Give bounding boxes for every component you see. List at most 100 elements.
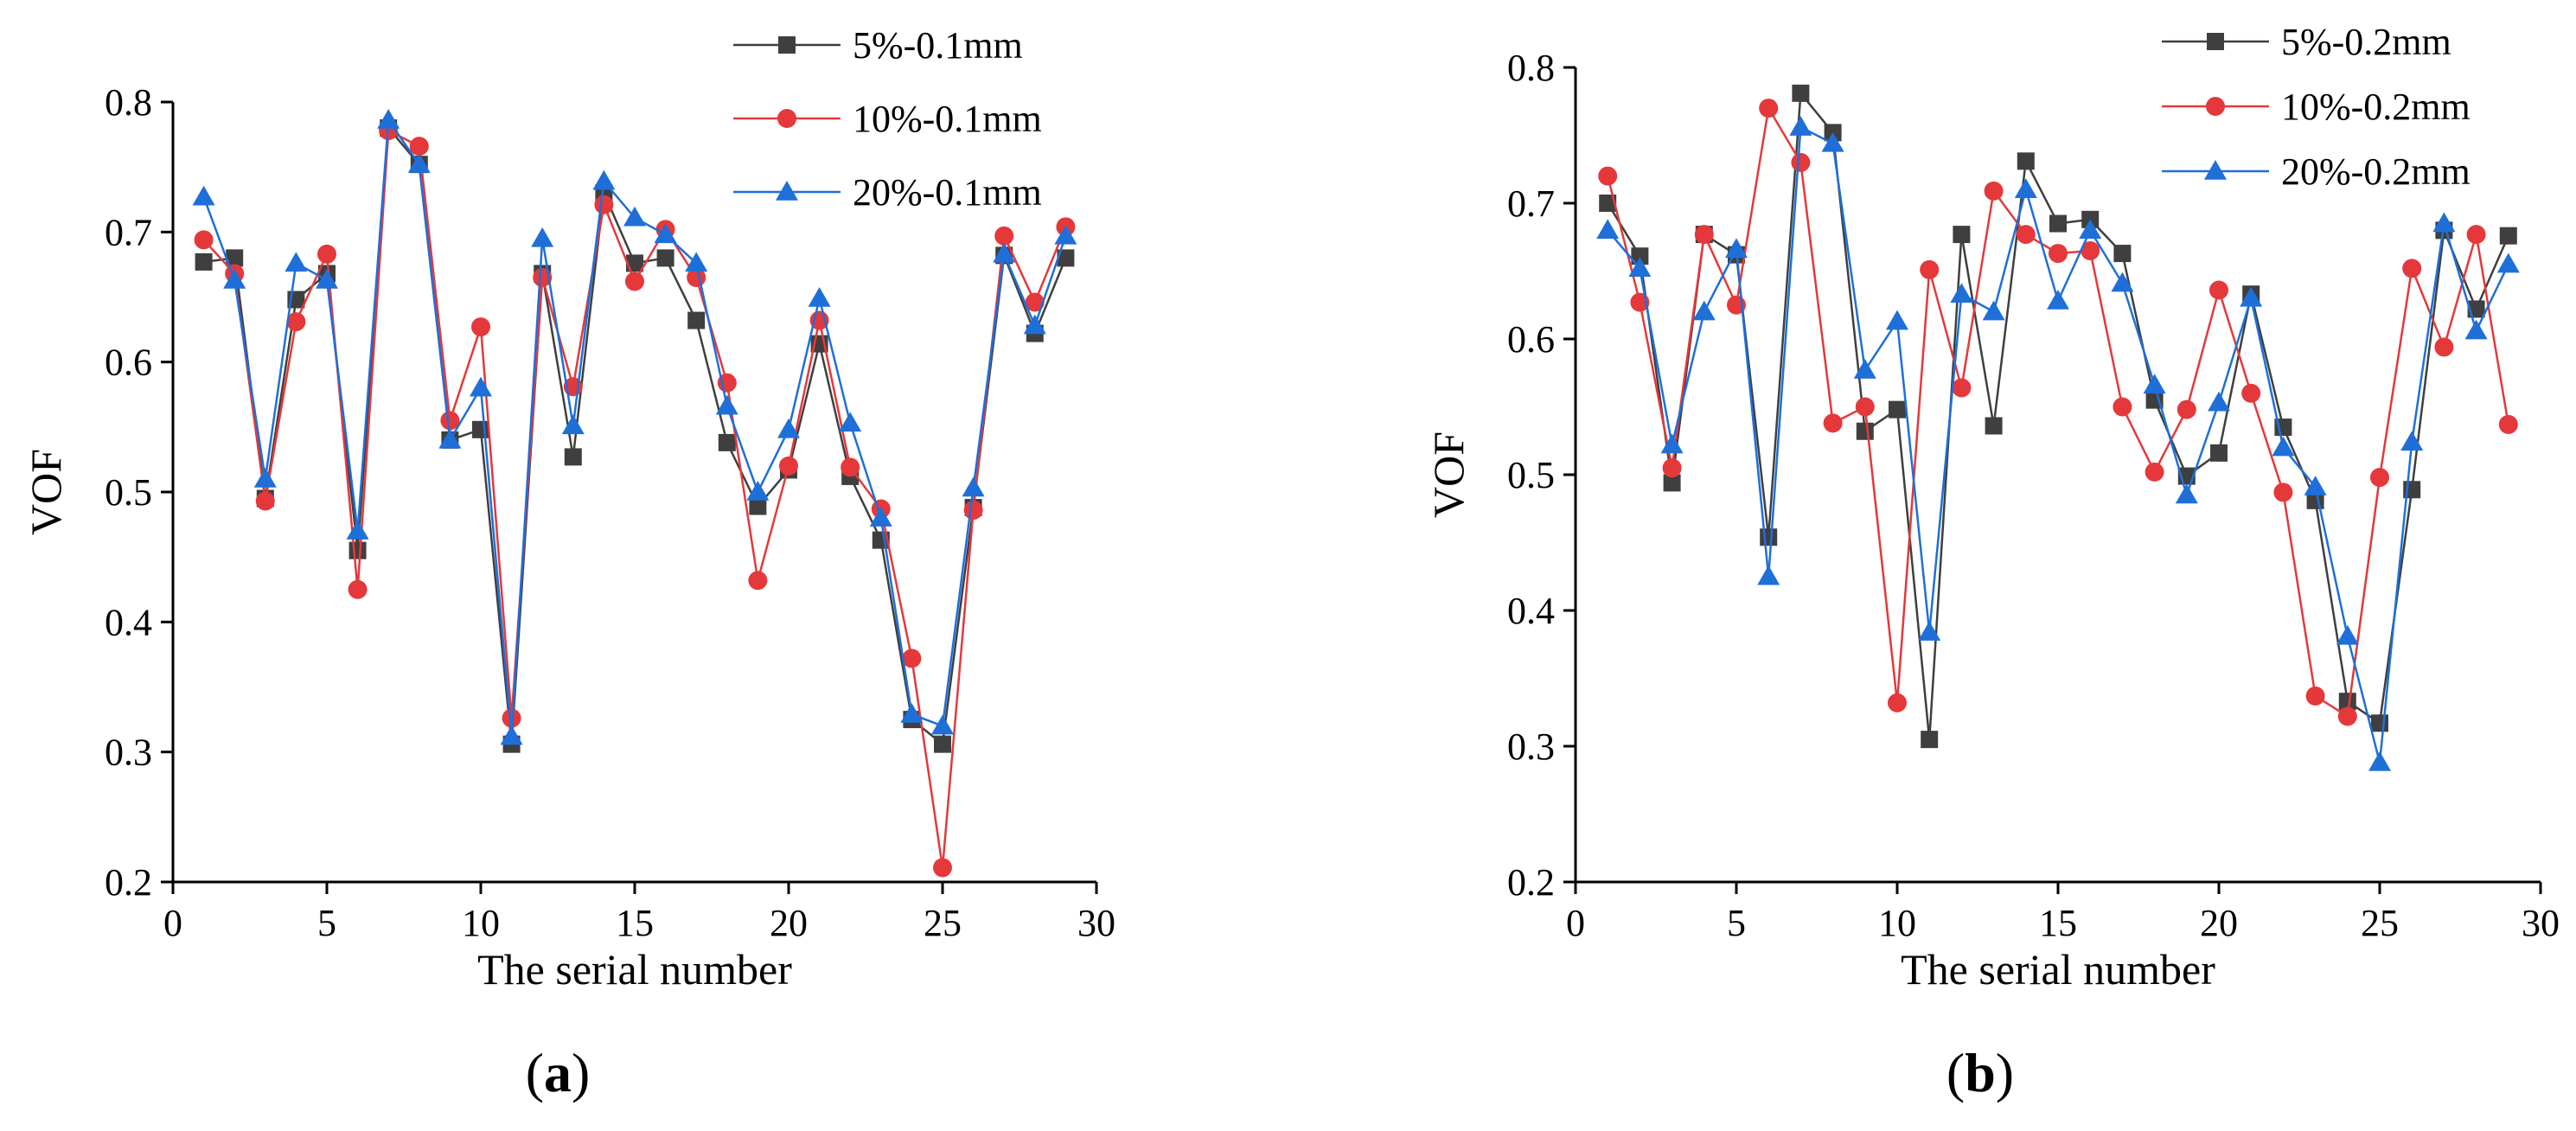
data-point: [2014, 178, 2037, 199]
x-tick-label: 15: [2039, 902, 2077, 944]
data-point: [594, 195, 614, 214]
data-point: [223, 268, 246, 289]
data-point: [746, 481, 770, 501]
data-point: [2304, 476, 2327, 495]
legend-label: 5%-0.1mm: [853, 24, 1023, 67]
data-point: [470, 376, 492, 397]
data-point: [316, 268, 338, 289]
series-10%-0.2mm: [1598, 99, 2518, 726]
data-point: [1985, 417, 2003, 435]
data-point: [1660, 433, 1684, 454]
data-point: [1025, 292, 1045, 312]
y-axis-title: VOF: [22, 449, 70, 535]
legend-marker: [2207, 33, 2224, 50]
data-point: [1694, 225, 1714, 245]
data-point: [654, 223, 677, 244]
x-axis-title: The serial number: [1901, 945, 2215, 994]
data-point: [1821, 131, 1844, 152]
data-point: [900, 703, 924, 723]
data-point: [500, 725, 523, 745]
data-point: [2047, 290, 2069, 310]
x-tick-label: 5: [317, 902, 336, 944]
data-point: [2273, 482, 2293, 502]
y-tick-label: 0.6: [105, 342, 152, 384]
y-tick-label: 0.4: [105, 601, 152, 643]
data-point: [1692, 300, 1716, 321]
data-point: [808, 287, 831, 307]
data-point: [934, 735, 951, 753]
data-point: [933, 858, 952, 878]
data-point: [1853, 359, 1876, 379]
data-point: [284, 252, 308, 272]
data-point: [440, 411, 460, 431]
legend-label: 5%-0.2mm: [2281, 21, 2451, 63]
data-point: [869, 507, 892, 527]
data-point: [687, 311, 706, 329]
data-point: [531, 227, 554, 247]
data-point: [1596, 219, 1620, 240]
data-point: [255, 491, 275, 511]
data-point: [748, 571, 768, 591]
data-point: [2337, 706, 2357, 726]
chart-panel-b: 0 5 10 15 20 25 30 0.2 0.3 0.4 0.5 0.6 0.7 0.8 The ser…: [1424, 21, 2560, 1103]
data-point: [626, 254, 643, 272]
data-point: [931, 714, 954, 735]
data-point: [407, 153, 431, 173]
data-point: [253, 467, 277, 488]
data-point: [963, 501, 983, 521]
y-tick-label: 0.3: [105, 732, 152, 774]
data-point: [839, 412, 862, 432]
data-point: [1757, 565, 1780, 585]
data-point: [226, 249, 244, 267]
legend-entry: 20%-0.2mm: [2162, 150, 2471, 193]
legend-marker: [2206, 97, 2225, 116]
data-point: [502, 708, 521, 728]
series-line: [1606, 105, 2510, 719]
series-20%-0.2mm: [1596, 116, 2520, 771]
data-point: [1663, 474, 1681, 492]
legend-entry: 10%-0.2mm: [2162, 86, 2471, 128]
x-tick-label: 5: [1727, 902, 1746, 944]
legend-label: 20%-0.2mm: [2281, 150, 2471, 193]
data-point: [348, 541, 367, 559]
y-tick-label: 0.5: [1507, 454, 1555, 496]
data-point: [2081, 240, 2100, 260]
data-point: [592, 169, 616, 190]
series-line: [202, 129, 1067, 868]
data-point: [1791, 152, 1811, 172]
data-point: [962, 476, 985, 497]
panel-label: (b): [1946, 1042, 2014, 1103]
data-point: [2176, 399, 2196, 419]
x-tick-label: 20: [2200, 902, 2238, 944]
legend-entry: 5%-0.2mm: [2162, 21, 2451, 63]
data-point: [994, 226, 1014, 246]
data-point: [286, 312, 306, 332]
data-point: [1057, 249, 1075, 267]
data-point: [471, 317, 490, 337]
data-point: [1953, 226, 1971, 244]
data-point: [2338, 693, 2356, 711]
data-point: [317, 244, 336, 264]
data-point: [1984, 181, 2004, 201]
data-point: [2464, 319, 2488, 340]
legend-entry: 5%-0.1mm: [733, 24, 1023, 67]
data-point: [1886, 310, 1908, 330]
data-point: [438, 428, 462, 449]
data-point: [2496, 252, 2520, 273]
data-point: [625, 272, 644, 291]
x-tick-label: 0: [1566, 902, 1585, 944]
legend-marker: [2204, 160, 2227, 180]
x-axis-title: The serial number: [477, 945, 792, 994]
data-point: [685, 252, 708, 272]
data-point: [777, 418, 800, 438]
x-tick-label: 15: [616, 902, 654, 944]
panel-label: (a): [526, 1042, 591, 1103]
data-point: [195, 252, 213, 271]
data-point: [1889, 400, 1906, 419]
data-point: [1918, 621, 1941, 641]
data-point: [564, 448, 582, 466]
data-point: [1823, 413, 1843, 433]
data-point: [2017, 152, 2035, 170]
y-axis-title: VOF: [1424, 431, 1473, 518]
